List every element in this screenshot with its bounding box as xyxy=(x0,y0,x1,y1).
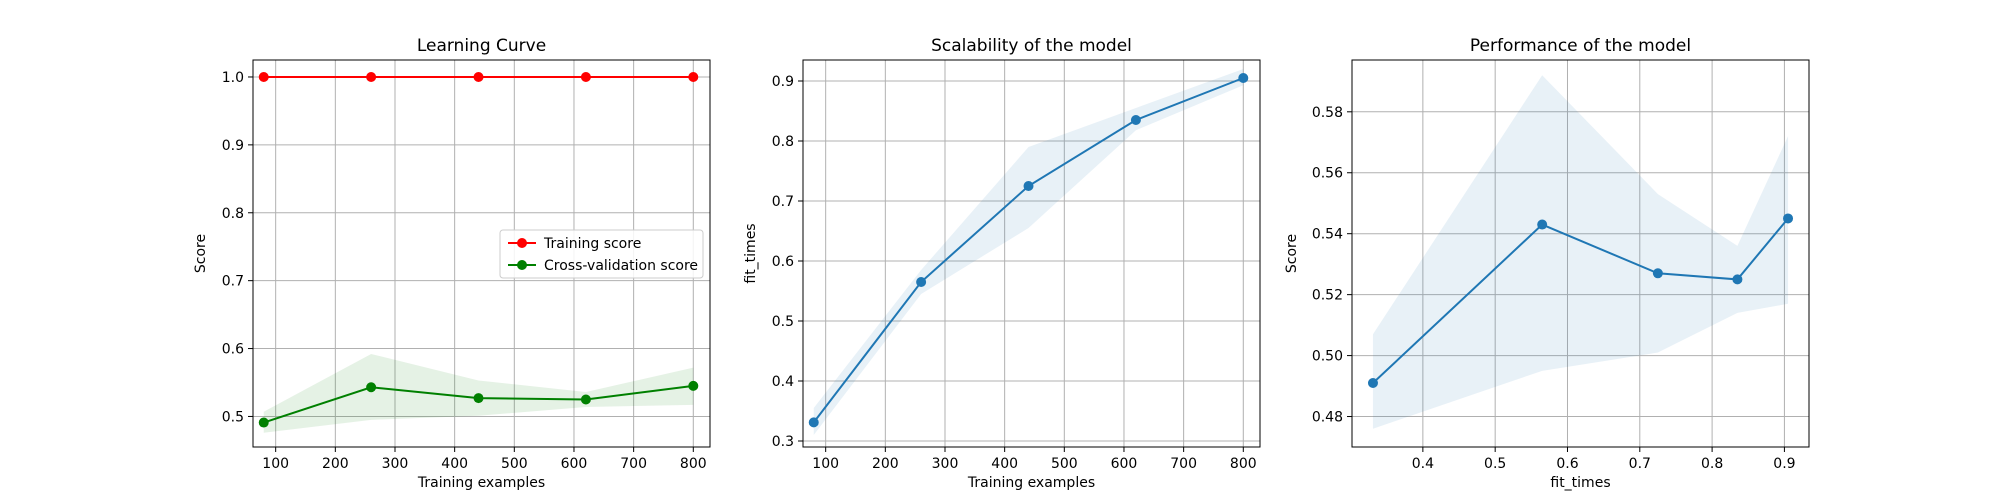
legend-swatch-marker xyxy=(517,238,527,248)
data-point xyxy=(1130,115,1141,125)
y-tick-label: 0.9 xyxy=(772,74,794,90)
data-point xyxy=(808,417,819,428)
y-tick-label: 0.5 xyxy=(772,314,794,330)
data-point xyxy=(1367,378,1378,389)
legend-entry-label: Training score xyxy=(543,236,641,252)
plot-area xyxy=(803,60,1260,447)
data-point xyxy=(1783,213,1794,224)
x-tick-label: 100 xyxy=(262,456,289,472)
chart-title: Scalability of the model xyxy=(931,36,1132,56)
data-point xyxy=(1023,181,1034,191)
data-point xyxy=(258,417,269,428)
y-tick-label: 0.52 xyxy=(1312,288,1343,304)
x-axis-label: fit_times xyxy=(1550,475,1610,491)
performance-panel: 0.4 0.5 0.6 0.7 0.8 0.9 0.48 0.50 0.52 0.54 0.56 0.… xyxy=(1284,36,1810,491)
x-tick-label: 300 xyxy=(382,456,409,472)
data-point xyxy=(688,380,699,391)
x-tick-label: 700 xyxy=(1170,456,1197,472)
y-tick-label: 0.7 xyxy=(772,194,794,210)
x-tick-label: 0.6 xyxy=(1556,456,1578,472)
y-tick-label: 0.9 xyxy=(222,138,244,154)
legend-swatch-marker xyxy=(517,260,527,270)
x-tick-label: 400 xyxy=(441,456,468,472)
x-tick-label: 0.9 xyxy=(1773,456,1795,472)
scalability-panel: 100 200 300 400 500 600 700 800 0.3 0.4 0.5 0.6 0.7 0… xyxy=(743,36,1261,491)
x-tick-label: 0.4 xyxy=(1412,456,1434,472)
x-tick-label: 200 xyxy=(322,456,349,472)
confidence-band xyxy=(1372,75,1789,429)
x-tick-label: 800 xyxy=(1230,456,1257,472)
y-tick-label: 0.5 xyxy=(222,409,244,425)
y-tick-label: 0.50 xyxy=(1312,349,1343,365)
x-tick-label: 400 xyxy=(991,456,1018,472)
y-tick-label: 0.7 xyxy=(222,274,244,290)
data-point xyxy=(1732,274,1743,285)
y-tick-label: 0.8 xyxy=(772,134,794,150)
x-tick-label: 300 xyxy=(932,456,959,472)
data-point xyxy=(473,393,484,404)
chart-title: Performance of the model xyxy=(1470,36,1691,56)
y-tick-label: 0.3 xyxy=(772,434,794,450)
x-tick-label: 600 xyxy=(561,456,588,472)
data-point xyxy=(366,382,377,393)
plot-area xyxy=(1352,60,1809,447)
y-axis-label: Score xyxy=(193,234,209,273)
data-point xyxy=(1537,219,1548,230)
data-point xyxy=(473,71,484,82)
y-tick-label: 0.8 xyxy=(222,206,244,222)
legend-entry-label: Cross-validation score xyxy=(544,258,698,274)
plot-frame xyxy=(802,59,1261,448)
y-tick-label: 0.4 xyxy=(772,374,794,390)
plot-frame xyxy=(252,59,711,448)
x-axis-label: Training examples xyxy=(417,475,545,491)
data-point xyxy=(916,277,927,287)
chart-title: Learning Curve xyxy=(417,36,546,56)
y-tick-label: 0.54 xyxy=(1312,227,1343,243)
x-tick-label: 0.5 xyxy=(1484,456,1506,472)
x-tick-label: 500 xyxy=(1051,456,1078,472)
data-point xyxy=(258,71,269,82)
y-tick-label: 0.56 xyxy=(1312,166,1343,182)
x-tick-label: 800 xyxy=(680,456,707,472)
data-point xyxy=(580,394,591,405)
x-tick-label: 0.8 xyxy=(1701,456,1723,472)
data-point xyxy=(688,71,699,82)
x-tick-label: 600 xyxy=(1111,456,1138,472)
y-axis-label: fit_times xyxy=(743,223,759,283)
x-tick-label: 200 xyxy=(872,456,899,472)
y-tick-label: 1.0 xyxy=(222,70,244,86)
data-point xyxy=(1652,268,1663,279)
x-tick-label: 700 xyxy=(620,456,647,472)
legend-box xyxy=(499,229,704,279)
data-point xyxy=(1238,73,1249,83)
y-tick-label: 0.48 xyxy=(1312,410,1343,426)
x-tick-label: 500 xyxy=(501,456,528,472)
data-point xyxy=(366,71,377,82)
x-axis-label: Training examples xyxy=(967,475,1095,491)
learning-curve-panel: 100 200 300 400 500 600 700 800 0.5 0.6 0.7 0.8 0.9 1… xyxy=(193,36,711,491)
x-tick-label: 0.7 xyxy=(1629,456,1651,472)
y-tick-label: 0.6 xyxy=(222,342,244,358)
x-tick-label: 100 xyxy=(812,456,839,472)
data-point xyxy=(580,71,591,82)
y-tick-label: 0.58 xyxy=(1312,105,1343,121)
legend: Training score Cross-validation score xyxy=(499,229,704,279)
y-tick-label: 0.6 xyxy=(772,254,794,270)
plot-frame xyxy=(1351,59,1810,448)
y-axis-label: Score xyxy=(1284,234,1300,273)
